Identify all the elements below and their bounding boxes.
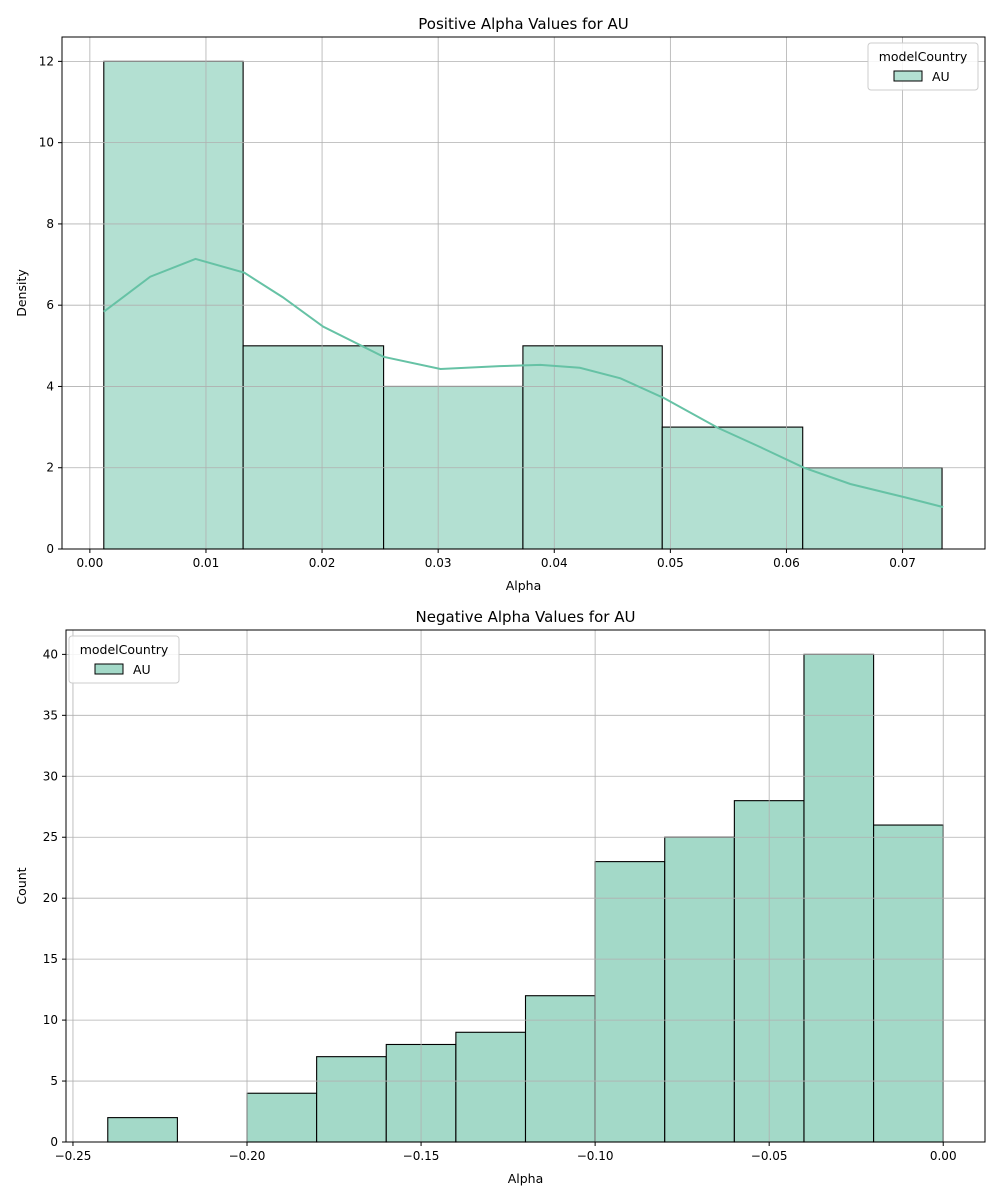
x-tick-label: 0.06 bbox=[773, 556, 800, 570]
x-axis-label: Alpha bbox=[508, 1171, 544, 1186]
x-tick-label: 0.02 bbox=[309, 556, 336, 570]
histogram-bar bbox=[661, 426, 804, 550]
y-tick-label: 6 bbox=[46, 298, 54, 312]
histogram-bar bbox=[524, 995, 596, 1143]
y-tick-label: 25 bbox=[43, 830, 58, 844]
y-tick-label: 2 bbox=[46, 461, 54, 475]
legend-swatch bbox=[893, 70, 923, 82]
x-tick-label: 0.00 bbox=[77, 556, 104, 570]
kde-line bbox=[103, 257, 944, 509]
x-tick-label: 0.05 bbox=[657, 556, 684, 570]
chart-0: 0.00 0.01 0.02 0.03 0.04 0.05 0.06 0.07 0 2 4 6 8 10 1… bbox=[14, 15, 986, 593]
legend-entry: AU bbox=[133, 662, 151, 677]
axes-frame bbox=[61, 36, 986, 550]
chart-title: Positive Alpha Values for AU bbox=[418, 15, 628, 33]
y-tick-label: 5 bbox=[50, 1074, 58, 1088]
y-tick-label: 4 bbox=[46, 379, 54, 393]
y-tick-label: 20 bbox=[43, 891, 58, 905]
histogram-bar bbox=[664, 836, 735, 1143]
y-tick-label: 10 bbox=[43, 1013, 58, 1027]
histogram-bar bbox=[455, 1031, 527, 1143]
legend-entry: AU bbox=[932, 69, 950, 84]
y-tick-label: 30 bbox=[43, 769, 58, 783]
y-tick-label: 40 bbox=[43, 647, 58, 661]
x-tick-label: −0.15 bbox=[403, 1149, 440, 1163]
y-axis-label: Density bbox=[14, 269, 29, 317]
chart-title: Negative Alpha Values for AU bbox=[416, 608, 636, 626]
legend: modelCountry AU bbox=[867, 42, 979, 91]
legend-swatch bbox=[94, 663, 124, 675]
x-tick-label: 0.07 bbox=[889, 556, 916, 570]
y-tick-label: 0 bbox=[50, 1135, 58, 1149]
histogram-bar bbox=[242, 345, 385, 550]
x-tick-label: 0.03 bbox=[425, 556, 452, 570]
x-tick-label: 0.04 bbox=[541, 556, 568, 570]
x-tick-label: −0.25 bbox=[55, 1149, 92, 1163]
legend-title: modelCountry bbox=[80, 642, 169, 657]
histogram-bar bbox=[246, 1092, 318, 1143]
y-tick-label: 10 bbox=[39, 136, 54, 150]
legend: modelCountry AU bbox=[68, 635, 180, 684]
x-tick-label: −0.20 bbox=[229, 1149, 266, 1163]
x-tick-label: −0.05 bbox=[751, 1149, 788, 1163]
x-tick-label: 0.00 bbox=[930, 1149, 957, 1163]
histogram-bar bbox=[873, 824, 944, 1143]
chart-1: −0.25 −0.20 −0.15 −0.10 −0.05 0.00 0 5 10 15 20 25 3… bbox=[14, 608, 986, 1186]
histogram-bar bbox=[522, 345, 663, 550]
y-tick-label: 15 bbox=[43, 952, 58, 966]
histogram-bar bbox=[316, 1056, 387, 1143]
histogram-bar bbox=[107, 1117, 178, 1143]
legend-title: modelCountry bbox=[879, 49, 968, 64]
y-tick-label: 35 bbox=[43, 708, 58, 722]
y-tick-label: 12 bbox=[39, 54, 54, 68]
histogram-bar bbox=[594, 861, 666, 1143]
x-axis-label: Alpha bbox=[506, 578, 542, 593]
histogram-bar bbox=[802, 467, 943, 550]
y-tick-label: 0 bbox=[46, 542, 54, 556]
y-axis-label: Count bbox=[14, 867, 29, 904]
y-tick-label: 8 bbox=[46, 217, 54, 231]
axes-frame bbox=[65, 629, 986, 1143]
x-tick-label: 0.01 bbox=[193, 556, 220, 570]
x-tick-label: −0.10 bbox=[577, 1149, 614, 1163]
